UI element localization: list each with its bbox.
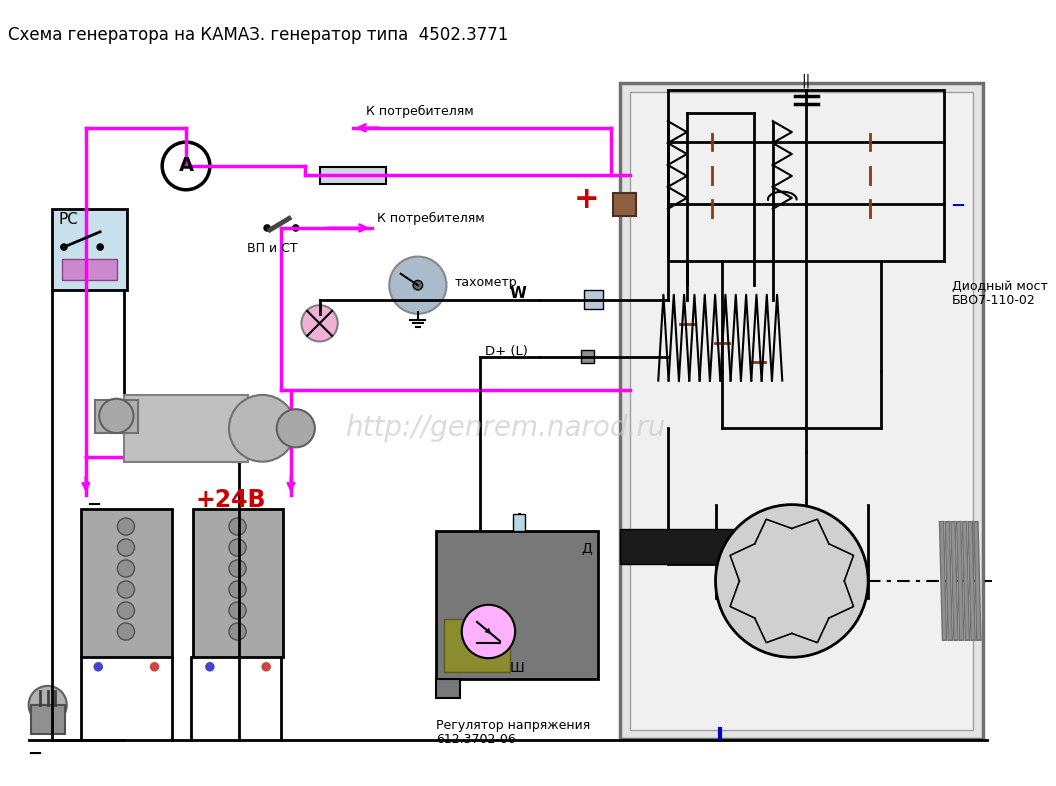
Bar — [581, 350, 595, 363]
Polygon shape — [681, 325, 693, 341]
Circle shape — [117, 539, 134, 556]
Circle shape — [94, 662, 103, 671]
Circle shape — [117, 518, 134, 535]
Bar — [192, 509, 283, 657]
Circle shape — [117, 602, 134, 619]
Polygon shape — [712, 135, 733, 149]
Text: тахометр: тахометр — [454, 276, 516, 288]
Text: Ш: Ш — [510, 661, 525, 674]
Circle shape — [96, 243, 103, 251]
Bar — [320, 167, 386, 184]
Circle shape — [229, 623, 246, 640]
Polygon shape — [753, 362, 763, 380]
Bar — [444, 619, 510, 671]
Text: +24В: +24В — [195, 488, 266, 512]
Bar — [629, 93, 973, 729]
Circle shape — [117, 581, 134, 598]
Circle shape — [716, 505, 868, 657]
Bar — [62, 259, 117, 281]
Bar — [53, 209, 127, 290]
Bar — [31, 705, 64, 733]
Bar — [614, 193, 637, 215]
Bar — [436, 531, 598, 679]
Bar — [584, 290, 603, 309]
Circle shape — [29, 686, 67, 724]
Circle shape — [117, 623, 134, 640]
Text: БВО7-110-02: БВО7-110-02 — [953, 294, 1036, 307]
Text: −: − — [86, 496, 101, 513]
Circle shape — [291, 224, 300, 232]
Circle shape — [277, 410, 315, 447]
Circle shape — [60, 243, 68, 251]
Text: ВП и СТ: ВП и СТ — [247, 242, 297, 255]
Text: W: W — [510, 285, 527, 300]
Circle shape — [229, 560, 246, 577]
Circle shape — [99, 399, 133, 433]
Polygon shape — [870, 202, 891, 215]
Circle shape — [117, 560, 134, 577]
Text: D+ (L): D+ (L) — [485, 345, 528, 358]
Circle shape — [301, 305, 338, 341]
Text: 612.3702-06: 612.3702-06 — [436, 733, 515, 746]
Text: http://genrem.narod.ru: http://genrem.narod.ru — [345, 414, 666, 443]
Circle shape — [229, 581, 246, 598]
Bar — [620, 530, 811, 564]
Circle shape — [263, 224, 271, 232]
Bar — [513, 514, 525, 531]
Text: Регулятор напряжения: Регулятор напряжения — [436, 719, 590, 732]
Bar — [620, 83, 983, 740]
Text: РС: РС — [58, 211, 78, 226]
Circle shape — [229, 395, 296, 461]
Polygon shape — [717, 343, 728, 361]
Polygon shape — [712, 169, 733, 182]
Circle shape — [390, 256, 447, 314]
Circle shape — [229, 539, 246, 556]
Text: Д: Д — [582, 542, 592, 556]
Circle shape — [163, 142, 210, 189]
Text: −: − — [26, 745, 42, 763]
Polygon shape — [870, 135, 891, 149]
Polygon shape — [870, 169, 891, 182]
Text: A: A — [178, 156, 193, 175]
Circle shape — [205, 662, 214, 671]
Text: Диодный мост: Диодный мост — [953, 280, 1048, 293]
Text: К потребителям: К потребителям — [365, 105, 474, 119]
Bar — [81, 509, 172, 657]
Circle shape — [262, 662, 271, 671]
Text: +: + — [573, 185, 600, 214]
Circle shape — [461, 604, 515, 658]
Circle shape — [229, 518, 246, 535]
Text: ||: || — [802, 74, 811, 88]
Bar — [124, 395, 248, 461]
Text: Схема генератора на КАМАЗ. генератор типа  4502.3771: Схема генератора на КАМАЗ. генератор тип… — [7, 26, 508, 44]
Bar — [436, 679, 459, 698]
Circle shape — [229, 602, 246, 619]
Circle shape — [413, 281, 422, 290]
Text: −: − — [950, 197, 965, 215]
Bar — [95, 399, 138, 433]
Circle shape — [150, 662, 159, 671]
Polygon shape — [712, 202, 733, 215]
Text: К потребителям: К потребителям — [377, 212, 485, 226]
